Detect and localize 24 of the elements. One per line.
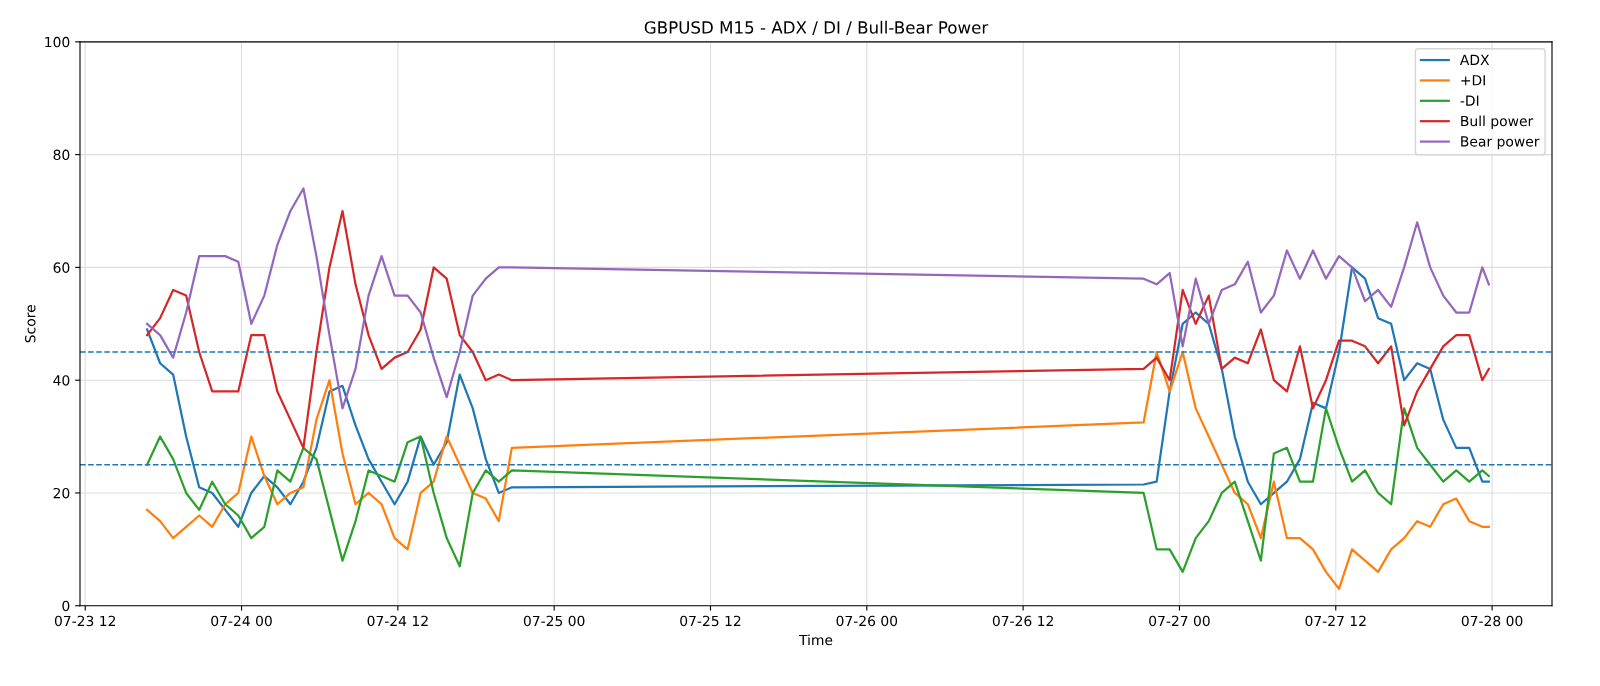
y-tick-label: 0: [62, 600, 70, 612]
x-tick-label: 07-27 00: [1149, 615, 1210, 627]
x-tick-label: 07-25 00: [523, 615, 585, 627]
x-tick-label: 07-24 12: [367, 615, 428, 627]
x-tick-label: 07-26 12: [992, 615, 1053, 627]
y-tick-label: 60: [53, 262, 70, 273]
chart-title: GBPUSD M15 - ADX / DI / Bull-Bear Power: [644, 20, 989, 36]
y-axis-title: Score: [25, 305, 36, 343]
y-tick-label: 80: [53, 149, 70, 161]
x-axis-title: Time: [798, 634, 833, 646]
legend-label: +DI: [1461, 75, 1485, 86]
legend-label: Bull power: [1461, 115, 1534, 129]
y-tick-label: 40: [53, 375, 70, 386]
x-tick-label: 07-26 00: [836, 615, 898, 627]
x-tick-label: 07-28 00: [1461, 615, 1523, 627]
x-tick-label: 07-24 00: [211, 615, 272, 627]
legend-label: -DI: [1460, 95, 1479, 106]
x-tick-label: 07-25 12: [680, 615, 741, 627]
x-tick-label: 07-27 12: [1305, 615, 1366, 627]
x-tick-label: 07-23 12: [54, 615, 116, 627]
y-tick-label: 20: [53, 487, 70, 499]
legend-label: ADX: [1459, 54, 1490, 65]
legend-label: Bear power: [1461, 136, 1540, 150]
y-tick-label: 100: [45, 36, 70, 48]
